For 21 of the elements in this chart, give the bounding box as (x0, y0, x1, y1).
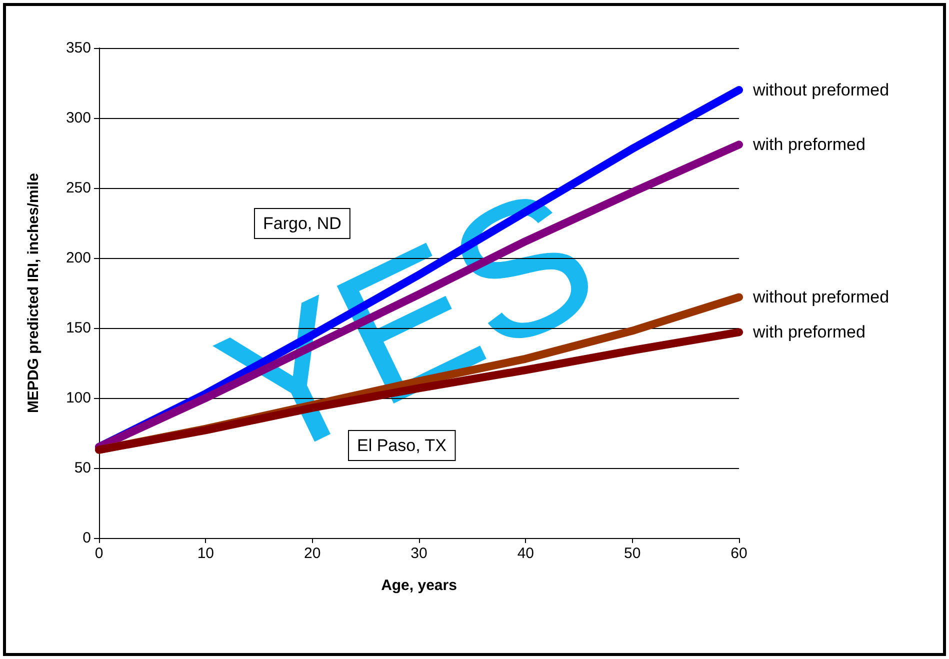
x-tick-label: 20 (304, 545, 321, 562)
x-tick-label: 10 (197, 545, 214, 562)
y-tick-label: 200 (66, 250, 91, 266)
y-tick-label: 350 (66, 40, 91, 56)
series-label: with preformed (752, 135, 866, 154)
y-tick-label: 0 (82, 530, 91, 546)
x-tick-label: 30 (410, 545, 428, 562)
y-tick-label: 100 (66, 390, 91, 406)
x-tick-label: 0 (94, 545, 104, 562)
x-tick-label: 40 (517, 545, 534, 562)
y-tick-label: 250 (66, 180, 91, 196)
y-tick-label: 50 (74, 460, 91, 476)
series-label: without preformed (752, 288, 890, 307)
x-axis-title: Age, years (381, 577, 457, 594)
series-label: without preformed (752, 80, 890, 100)
y-tick-label: 150 (66, 320, 91, 336)
series-label: with preformed (752, 322, 866, 342)
y-tick-label: 300 (66, 110, 91, 126)
x-tick-label: 50 (624, 545, 641, 562)
y-axis-title: MEPDG predicted IRI, inches/mile (25, 172, 42, 414)
x-tick-label: 60 (730, 545, 748, 562)
